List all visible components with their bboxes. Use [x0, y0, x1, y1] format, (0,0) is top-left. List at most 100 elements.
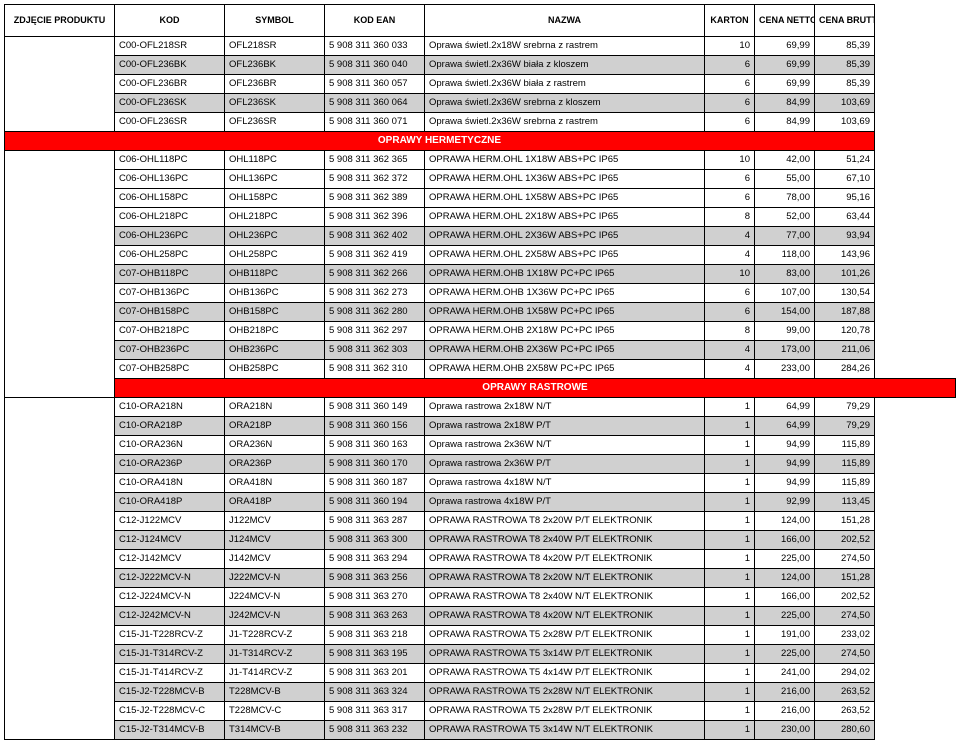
table-row: C07-OHB218PCOHB218PC5 908 311 362 297OPR…: [5, 322, 956, 341]
netto-cell: 241,00: [755, 664, 815, 683]
nazwa-cell: OPRAWA HERM.OHB 2X58W PC+PC IP65: [425, 360, 705, 379]
netto-cell: 99,00: [755, 322, 815, 341]
brutto-cell: 85,39: [815, 37, 875, 56]
kod-cell: C07-OHB136PC: [115, 284, 225, 303]
brutto-cell: 143,96: [815, 246, 875, 265]
table-row: C00-OFL218SROFL218SR5 908 311 360 033Opr…: [5, 37, 956, 56]
netto-cell: 216,00: [755, 683, 815, 702]
brutto-cell: 79,29: [815, 398, 875, 417]
table-row: C15-J1-T314RCV-ZJ1-T314RCV-Z5 908 311 36…: [5, 645, 956, 664]
karton-cell: 1: [705, 436, 755, 455]
nazwa-cell: Oprawa świetl.2x36W srebrna z rastrem: [425, 113, 705, 132]
kod-cell: C15-J1-T228RCV-Z: [115, 626, 225, 645]
symbol-cell: T314MCV-B: [225, 721, 325, 740]
netto-cell: 94,99: [755, 455, 815, 474]
netto-cell: 92,99: [755, 493, 815, 512]
kod-cell: C15-J2-T228MCV-C: [115, 702, 225, 721]
symbol-cell: ORA218P: [225, 417, 325, 436]
symbol-cell: J1-T314RCV-Z: [225, 645, 325, 664]
ean-cell: 5 908 311 362 280: [325, 303, 425, 322]
karton-cell: 1: [705, 455, 755, 474]
netto-cell: 69,99: [755, 56, 815, 75]
brutto-cell: 151,28: [815, 569, 875, 588]
ean-cell: 5 908 311 360 071: [325, 113, 425, 132]
brutto-cell: 93,94: [815, 227, 875, 246]
karton-cell: 10: [705, 37, 755, 56]
nazwa-cell: OPRAWA HERM.OHL 1X36W ABS+PC IP65: [425, 170, 705, 189]
netto-cell: 230,00: [755, 721, 815, 740]
symbol-cell: OHB218PC: [225, 322, 325, 341]
karton-cell: 6: [705, 56, 755, 75]
ean-cell: 5 908 311 362 396: [325, 208, 425, 227]
symbol-cell: J124MCV: [225, 531, 325, 550]
ean-cell: 5 908 311 362 303: [325, 341, 425, 360]
table-row: C07-OHB236PCOHB236PC5 908 311 362 303OPR…: [5, 341, 956, 360]
symbol-cell: OHB236PC: [225, 341, 325, 360]
brutto-cell: 284,26: [815, 360, 875, 379]
kod-cell: C06-OHL136PC: [115, 170, 225, 189]
nazwa-cell: Oprawa rastrowa 2x18W N/T: [425, 398, 705, 417]
table-row: C15-J2-T314MCV-BT314MCV-B5 908 311 363 2…: [5, 721, 956, 740]
brutto-cell: 280,60: [815, 721, 875, 740]
nazwa-cell: OPRAWA RASTROWA T8 4x20W P/T ELEKTRONIK: [425, 550, 705, 569]
brutto-cell: 113,45: [815, 493, 875, 512]
kod-cell: C10-ORA236P: [115, 455, 225, 474]
header-symbol: SYMBOL: [225, 5, 325, 37]
ean-cell: 5 908 311 360 149: [325, 398, 425, 417]
nazwa-cell: OPRAWA HERM.OHL 2X36W ABS+PC IP65: [425, 227, 705, 246]
karton-cell: 6: [705, 75, 755, 94]
brutto-cell: 211,06: [815, 341, 875, 360]
netto-cell: 166,00: [755, 531, 815, 550]
table-row: C12-J122MCVJ122MCV5 908 311 363 287OPRAW…: [5, 512, 956, 531]
symbol-cell: J1-T414RCV-Z: [225, 664, 325, 683]
symbol-cell: OHB258PC: [225, 360, 325, 379]
kod-cell: C07-OHB158PC: [115, 303, 225, 322]
nazwa-cell: OPRAWA HERM.OHB 2X18W PC+PC IP65: [425, 322, 705, 341]
ean-cell: 5 908 311 362 266: [325, 265, 425, 284]
nazwa-cell: OPRAWA HERM.OHB 1X36W PC+PC IP65: [425, 284, 705, 303]
ean-cell: 5 908 311 362 297: [325, 322, 425, 341]
karton-cell: 1: [705, 417, 755, 436]
table-row: C07-OHB158PCOHB158PC5 908 311 362 280OPR…: [5, 303, 956, 322]
karton-cell: 1: [705, 398, 755, 417]
kod-cell: C07-OHB258PC: [115, 360, 225, 379]
nazwa-cell: OPRAWA RASTROWA T5 4x14W P/T ELEKTRONIK: [425, 664, 705, 683]
nazwa-cell: OPRAWA HERM.OHB 2X36W PC+PC IP65: [425, 341, 705, 360]
brutto-cell: 95,16: [815, 189, 875, 208]
brutto-cell: 274,50: [815, 607, 875, 626]
header-netto: CENA NETTO: [755, 5, 815, 37]
symbol-cell: ORA236N: [225, 436, 325, 455]
karton-cell: 1: [705, 645, 755, 664]
table-row: C12-J224MCV-NJ224MCV-N5 908 311 363 270O…: [5, 588, 956, 607]
kod-cell: C06-OHL258PC: [115, 246, 225, 265]
table-row: C15-J2-T228MCV-BT228MCV-B5 908 311 363 3…: [5, 683, 956, 702]
brutto-cell: 187,88: [815, 303, 875, 322]
ean-cell: 5 908 311 362 310: [325, 360, 425, 379]
netto-cell: 107,00: [755, 284, 815, 303]
nazwa-cell: OPRAWA RASTROWA T8 2x40W P/T ELEKTRONIK: [425, 531, 705, 550]
nazwa-cell: Oprawa rastrowa 4x18W P/T: [425, 493, 705, 512]
kod-cell: C10-ORA218N: [115, 398, 225, 417]
nazwa-cell: Oprawa świetl.2x18W srebrna z rastrem: [425, 37, 705, 56]
table-row: C06-OHL118PCOHL118PC5 908 311 362 365OPR…: [5, 151, 956, 170]
kod-cell: C07-OHB118PC: [115, 265, 225, 284]
table-row: C06-OHL258PCOHL258PC5 908 311 362 419OPR…: [5, 246, 956, 265]
kod-cell: C15-J1-T314RCV-Z: [115, 645, 225, 664]
symbol-cell: J222MCV-N: [225, 569, 325, 588]
table-row: C15-J1-T414RCV-ZJ1-T414RCV-Z5 908 311 36…: [5, 664, 956, 683]
ean-cell: 5 908 311 363 287: [325, 512, 425, 531]
nazwa-cell: OPRAWA HERM.OHL 1X18W ABS+PC IP65: [425, 151, 705, 170]
karton-cell: 1: [705, 683, 755, 702]
table-row: C10-ORA418NORA418N5 908 311 360 187Opraw…: [5, 474, 956, 493]
table-row: C06-OHL136PCOHL136PC5 908 311 362 372OPR…: [5, 170, 956, 189]
nazwa-cell: Oprawa świetl.2x36W biała z rastrem: [425, 75, 705, 94]
karton-cell: 6: [705, 94, 755, 113]
karton-cell: 1: [705, 569, 755, 588]
brutto-cell: 115,89: [815, 474, 875, 493]
karton-cell: 4: [705, 246, 755, 265]
karton-cell: 1: [705, 626, 755, 645]
table-row: C10-ORA418PORA418P5 908 311 360 194Opraw…: [5, 493, 956, 512]
table-row: C00-OFL236SKOFL236SK5 908 311 360 064Opr…: [5, 94, 956, 113]
table-row: C12-J242MCV-NJ242MCV-N5 908 311 363 263O…: [5, 607, 956, 626]
nazwa-cell: Oprawa rastrowa 2x18W P/T: [425, 417, 705, 436]
